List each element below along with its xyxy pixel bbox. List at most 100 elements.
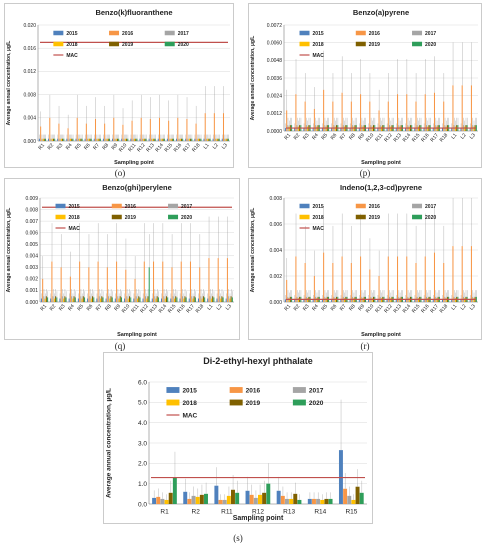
chart-panel-p: Benzo(a)pyrene 0.0000 0.0012 0.0024 0.0036 0.… [248, 3, 482, 168]
y-tick-label: 1.0 [138, 481, 147, 488]
bar [116, 261, 118, 302]
bar [45, 138, 47, 141]
legend-swatch [111, 203, 122, 209]
x-axis-label: Sampling point [233, 515, 284, 522]
bar [387, 101, 389, 131]
bar [353, 298, 355, 302]
bar [38, 138, 40, 141]
bar [445, 126, 447, 131]
x-tick-label: R17 [185, 303, 196, 314]
bar [227, 138, 229, 141]
bar [307, 298, 309, 302]
x-tick-label: R7 [339, 132, 348, 141]
bar [44, 298, 46, 302]
bar [473, 126, 475, 131]
bar [194, 297, 196, 302]
bar [89, 296, 91, 302]
bar [170, 298, 172, 302]
bar [451, 128, 453, 131]
y-tick-label: 0.005 [25, 242, 38, 248]
bar [53, 298, 55, 302]
bar [105, 298, 107, 302]
bar [75, 138, 77, 141]
bar [77, 298, 79, 302]
bar [102, 138, 104, 141]
bar [443, 101, 445, 131]
x-tick-label: R12 [383, 132, 394, 143]
bar [168, 120, 170, 141]
y-tick-label: 0.000 [25, 300, 38, 306]
x-tick-label: R11 [127, 142, 137, 153]
bar [225, 138, 227, 141]
bar [118, 298, 120, 302]
bar [110, 296, 112, 302]
bar [408, 298, 410, 302]
x-tick-label: R11 [374, 132, 384, 143]
x-tick-label: R12 [139, 303, 150, 314]
legend-label: 2017 [425, 31, 436, 37]
bar [180, 261, 182, 302]
bar [349, 299, 351, 302]
bar [114, 298, 116, 302]
bar [178, 138, 180, 141]
bar [151, 298, 153, 302]
x-tick-label: R1 [283, 303, 292, 312]
bar [473, 298, 475, 302]
bar [304, 101, 306, 131]
y-tick-label: 0.0000 [267, 129, 283, 135]
bar [147, 296, 149, 302]
x-axis-label: Sampling point [361, 332, 401, 338]
bar [201, 298, 203, 302]
bar [284, 498, 289, 504]
bar [169, 138, 171, 141]
bar [94, 118, 97, 141]
bar [452, 246, 454, 302]
bar [161, 138, 163, 141]
y-tick-label: 0.007 [25, 219, 38, 225]
chart-title: Indeno(1,2,3-cd)pyrene [340, 183, 422, 192]
bar [200, 138, 202, 141]
chart-panel-s: Di-2-ethyl-hexyl phthalate 0.0 1.0 2.0 3.0 4.… [103, 352, 373, 524]
bar [74, 297, 76, 302]
bar [107, 138, 109, 141]
x-tick-label: R4 [67, 303, 76, 312]
bar [87, 298, 89, 302]
bar [145, 138, 147, 141]
bar [423, 128, 425, 131]
legend-swatch [412, 214, 423, 220]
legend-label: 2016 [369, 204, 380, 210]
bar [378, 276, 380, 302]
legend-label: 2015 [313, 31, 324, 37]
bar [231, 489, 235, 504]
bar [186, 118, 188, 141]
legend-label: 2018 [313, 215, 324, 221]
bar [199, 267, 201, 302]
bar [67, 128, 69, 141]
bar [307, 126, 309, 131]
x-tick-label: R14 [314, 509, 326, 516]
bar [188, 138, 190, 141]
bar [71, 138, 73, 141]
y-tick-label: 0.004 [23, 116, 36, 122]
bar [218, 138, 220, 141]
bar [297, 298, 299, 302]
bar [51, 261, 53, 302]
bar [205, 138, 207, 141]
bar [164, 298, 166, 302]
bar [461, 246, 463, 302]
bar [43, 296, 45, 302]
bar [157, 297, 159, 302]
bar [194, 138, 196, 141]
bar [358, 128, 360, 131]
bar [443, 263, 445, 302]
legend-label: 2019 [125, 215, 136, 221]
bar [350, 263, 352, 302]
legend-swatch [166, 399, 180, 406]
x-tick-label: R17 [429, 132, 440, 143]
x-tick-label: R3 [58, 303, 67, 312]
y-tick-label: 3.0 [138, 440, 147, 447]
bar [228, 296, 230, 302]
x-tick-label: R1 [283, 132, 292, 141]
x-tick-label: L3 [469, 132, 477, 140]
legend-swatch [55, 214, 66, 220]
